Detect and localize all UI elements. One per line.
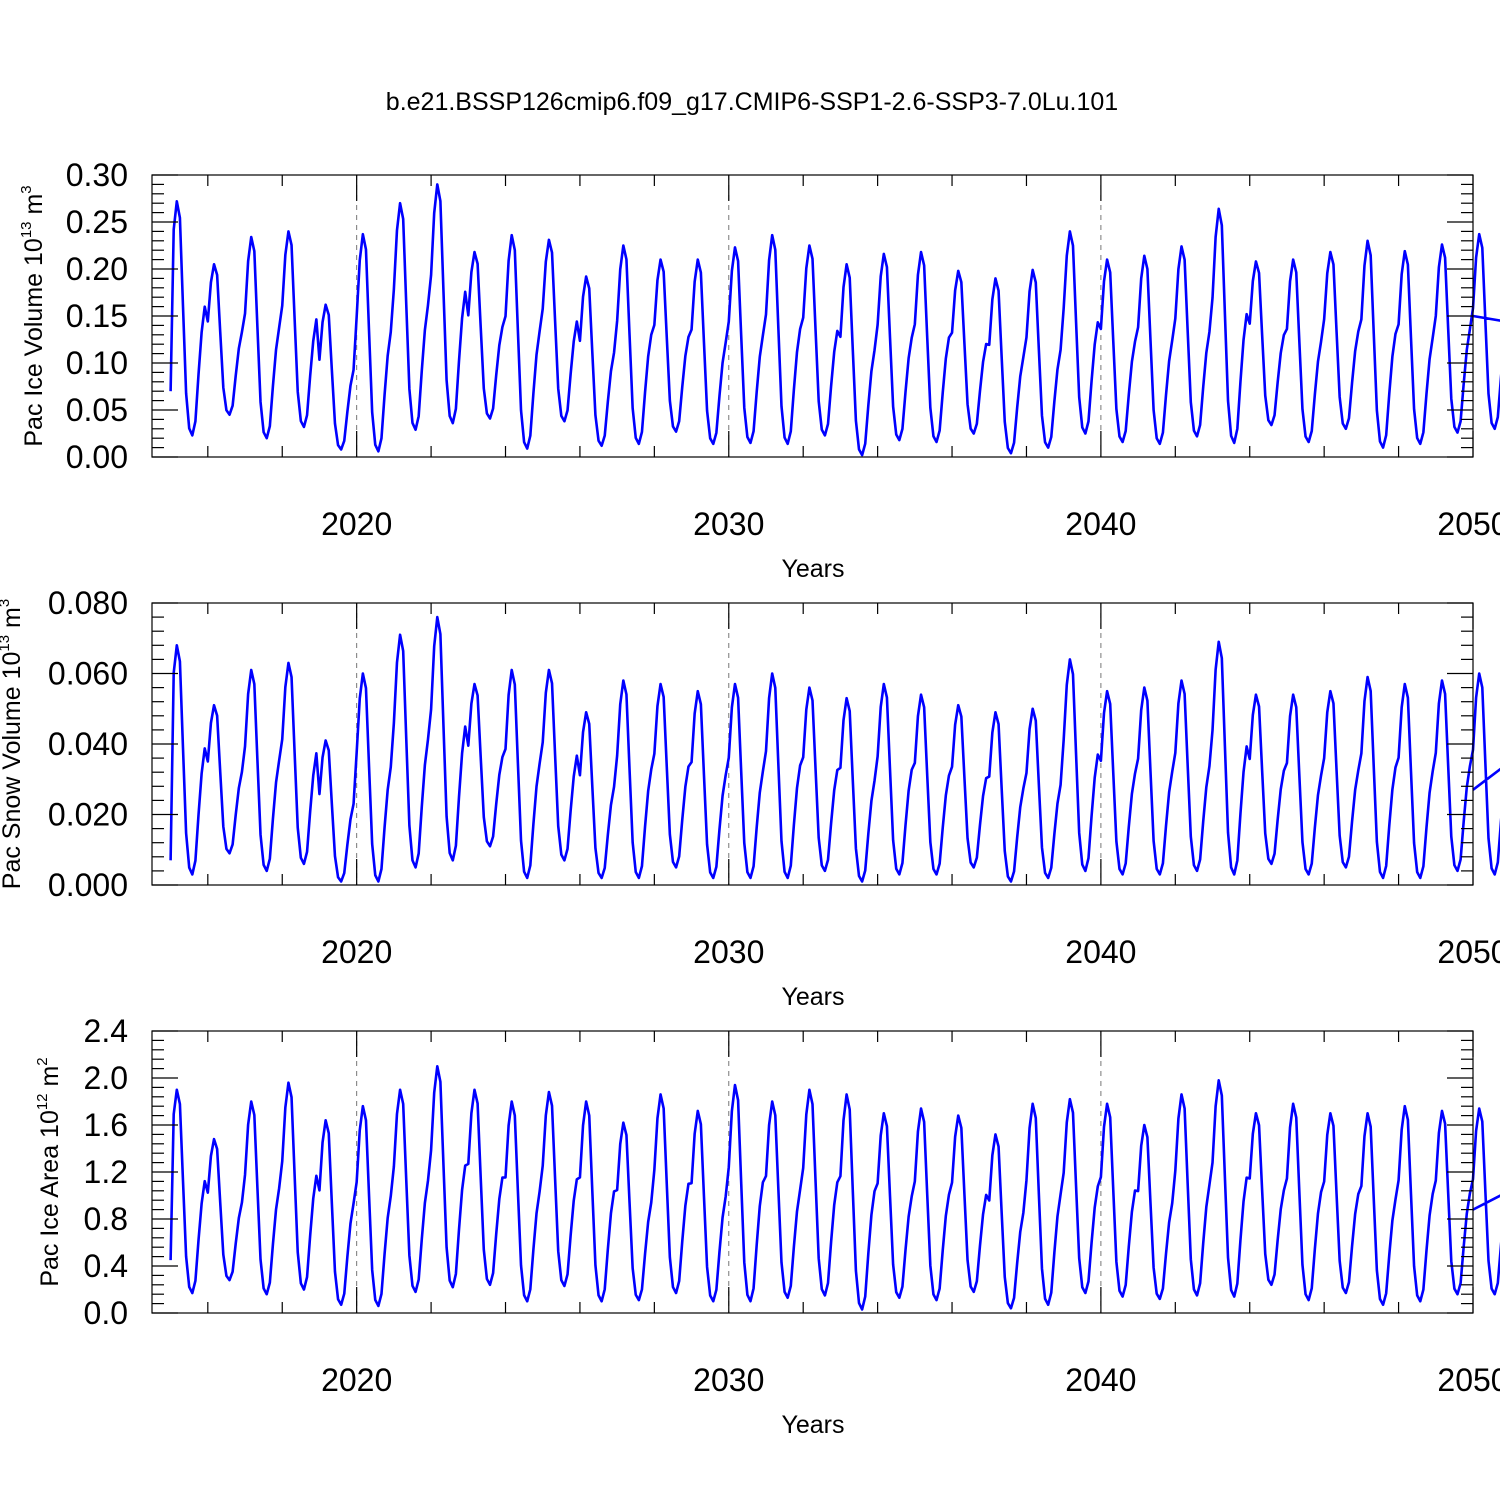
- y-axis-title: Pac Ice Volume 1013 m3: [18, 185, 48, 446]
- y-tick-label: 0.15: [66, 298, 128, 334]
- x-axis-title: Years: [781, 555, 844, 583]
- x-tick-label: 2040: [1065, 1362, 1136, 1398]
- y-tick-label: 0.4: [84, 1248, 128, 1284]
- series-line: [169, 183, 1500, 457]
- panel-2: 2020 2030 2040 2050 Years 0.000 0.020 0.040 0.06…: [0, 585, 1500, 1011]
- y-tick-label: 0.020: [48, 797, 128, 833]
- y-tick-label: 0.8: [84, 1201, 128, 1237]
- y-tick-label: 1.2: [84, 1154, 128, 1190]
- x-tick-label: 2020: [321, 1362, 392, 1398]
- x-tick-label: 2040: [1065, 934, 1136, 970]
- y-tick-label: 0.080: [48, 585, 128, 621]
- y-axis-title-text: Pac Ice Area 10: [36, 1110, 64, 1287]
- y-axis-title: Pac Snow Volume 1013 m3: [0, 599, 26, 889]
- series-line: [169, 1064, 1500, 1311]
- y-tick-label: 0.0: [84, 1295, 128, 1331]
- x-tick-label: 2030: [693, 1362, 764, 1398]
- y-axis-title-exponent: 13: [0, 635, 13, 652]
- panels: 2020 2030 2040 2050 Years 0.00 0.05 0.10 0.15 0.2…: [0, 157, 1500, 1439]
- panel-1: 2020 2030 2040 2050 Years 0.00 0.05 0.10 0.15 0.2…: [18, 157, 1500, 583]
- x-tick-label: 2020: [321, 506, 392, 542]
- y-axis-title-text: Pac Snow Volume 10: [0, 652, 26, 890]
- panel-3: 2020 2030 2040 2050 Years 0.0 0.4 0.8 1.2 1.6 2.0 2…: [34, 1013, 1500, 1439]
- y-axis-title-unit-exponent: 3: [0, 599, 13, 607]
- y-tick-label: 1.6: [84, 1107, 128, 1143]
- series-line: [169, 615, 1500, 883]
- y-tick-label: 0.040: [48, 726, 128, 762]
- figure-title: b.e21.BSSP126cmip6.f09_g17.CMIP6-SSP1-2.…: [386, 88, 1118, 116]
- y-tick-label: 2.0: [84, 1060, 128, 1096]
- y-tick-label: 0.000: [48, 867, 128, 903]
- y-tick-label: 0.05: [66, 392, 128, 428]
- y-axis-title-unit-exponent: 3: [18, 185, 35, 193]
- x-tick-label: 2050: [1437, 934, 1500, 970]
- x-tick-label: 2050: [1437, 506, 1500, 542]
- y-axis-title-exponent: 12: [34, 1093, 51, 1110]
- x-axis-title: Years: [781, 1411, 844, 1439]
- y-axis-title-exponent: 13: [18, 221, 35, 238]
- x-tick-label: 2050: [1437, 1362, 1500, 1398]
- y-tick-label: 0.060: [48, 656, 128, 692]
- y-axis-title-unit: m: [36, 1066, 64, 1094]
- x-tick-label: 2030: [693, 506, 764, 542]
- y-tick-label: 0.10: [66, 345, 128, 381]
- y-axis-title-unit: m: [20, 194, 48, 222]
- y-axis-title: Pac Ice Area 1012 m2: [34, 1057, 64, 1286]
- y-tick-label: 0.20: [66, 251, 128, 287]
- y-tick-label: 0.25: [66, 204, 128, 240]
- x-tick-label: 2040: [1065, 506, 1136, 542]
- y-axis-title-text: Pac Ice Volume 10: [20, 238, 48, 446]
- y-axis-title-unit: m: [0, 607, 26, 635]
- y-tick-label: 2.4: [84, 1013, 128, 1049]
- x-axis-title: Years: [781, 983, 844, 1011]
- x-tick-label: 2030: [693, 934, 764, 970]
- y-tick-label: 0.00: [66, 439, 128, 475]
- x-tick-label: 2020: [321, 934, 392, 970]
- y-axis-title-unit-exponent: 2: [34, 1057, 51, 1065]
- y-tick-label: 0.30: [66, 157, 128, 193]
